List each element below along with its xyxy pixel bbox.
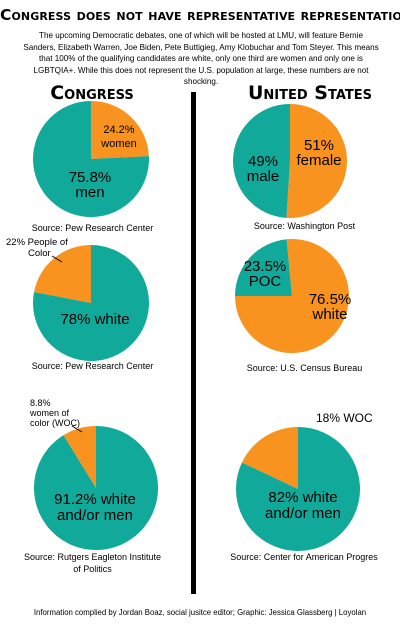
data-label-male: male: [246, 168, 280, 185]
column-divider: [191, 92, 196, 594]
source-congress-woc-line1: Source: Rutgers Eagleton Institute: [23, 552, 162, 562]
data-label-women: women: [101, 138, 137, 150]
data-label-white-men-line2: and/or men: [57, 507, 133, 524]
data-label-woc-line1: 8.8%: [30, 398, 51, 408]
pie-slice-4-0: [235, 239, 292, 296]
pie-slice-0-1: [33, 101, 149, 217]
source-us-race: Source: U.S. Census Bureau: [246, 363, 363, 373]
intro-paragraph: The upcoming Democratic debates, one of …: [23, 31, 379, 87]
source-congress-woc-line2: of Politics: [73, 564, 112, 574]
data-label-women-pct: 24.2%: [103, 124, 135, 136]
data-label-female: female: [296, 152, 342, 169]
data-label-poc-pct: 23.5%: [243, 258, 287, 275]
footer-credits: Information complied by Jordan Boaz, soc…: [33, 608, 367, 617]
data-label-male-pct: 49%: [247, 153, 279, 170]
pie-slice-3-1: [232, 104, 290, 218]
data-label-us-white-pct: 76.5%: [308, 291, 352, 308]
pie-congress-gender: [33, 101, 149, 217]
pie-us-woc: [236, 427, 360, 551]
data-label-poc: POC: [248, 273, 282, 290]
data-label-us-woc: 18% WOC: [316, 411, 373, 425]
data-label-poc-line2: Color: [28, 248, 51, 259]
source-congress-race: Source: Pew Research Center: [31, 361, 154, 371]
data-label-white: 78% white: [60, 311, 130, 328]
pie-slice-5-1: [236, 427, 360, 551]
data-label-men: men: [75, 184, 105, 201]
pie-congress-woc: [34, 426, 159, 550]
data-label-woc-line2: women of: [30, 408, 70, 418]
source-congress-gender: Source: Pew Research Center: [31, 223, 154, 233]
data-label-poc-line1: 22% People of: [6, 237, 68, 248]
pie-slice-2-1: [34, 426, 159, 550]
pie-slice-1-1: [33, 245, 150, 361]
pie-slice-0-0: [91, 101, 149, 159]
page-title: Congress does not have representative re…: [0, 6, 400, 24]
data-label-us-white-men-line2: and/or men: [265, 505, 341, 522]
pie-us-race: [235, 239, 350, 354]
source-us-woc: Source: Center for American Progres: [230, 552, 378, 562]
pie-slice-2-0: [63, 426, 96, 488]
pie-slice-1-0: [34, 245, 91, 303]
source-us-gender: Source: Washington Post: [253, 221, 356, 231]
data-label-woc-line3: color (WOC): [30, 418, 80, 428]
column-heading-congress: Congress: [50, 82, 134, 104]
data-label-us-white-men-line1: 82% white: [268, 489, 338, 506]
pie-slice-5-0: [241, 427, 298, 489]
pie-congress-race: [33, 245, 150, 361]
pie-us-gender: [232, 104, 347, 218]
pie-slice-4-1: [235, 239, 350, 354]
pie-slice-3-0: [286, 104, 347, 218]
leader-line-poc: [51, 255, 63, 263]
data-label-white-men-line1: 91.2% white: [54, 491, 136, 508]
data-label-men-pct: 75.8%: [68, 169, 112, 186]
column-heading-united-states: United States: [247, 82, 372, 104]
data-label-us-white: white: [312, 306, 348, 323]
leader-line-woc: [71, 425, 83, 433]
data-label-female-pct: 51%: [303, 137, 335, 154]
